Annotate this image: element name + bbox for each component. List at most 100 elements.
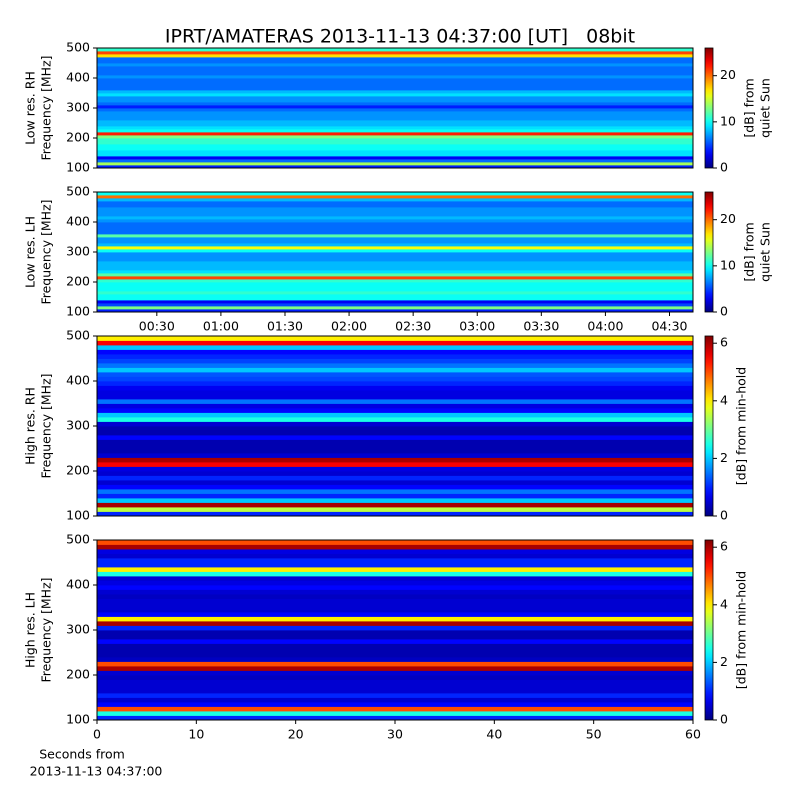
heatmap-row — [97, 285, 693, 289]
heatmap-row — [97, 390, 693, 395]
heatmap-row — [97, 237, 693, 241]
heatmap-row — [97, 435, 693, 440]
colorbar — [704, 191, 714, 313]
heatmap-row — [97, 240, 693, 244]
heatmap-row — [97, 430, 693, 436]
heatmap-row — [97, 558, 693, 563]
heatmap-row — [97, 697, 693, 703]
heatmap-row — [97, 349, 693, 355]
x-tick-label: 01:30 — [267, 319, 303, 334]
heatmap-row — [97, 78, 693, 82]
colorbar-label: [dB] from — [742, 78, 757, 137]
heatmap-row — [97, 276, 693, 280]
colorbar-tick-label: 0 — [720, 160, 728, 175]
heatmap-row — [97, 228, 693, 232]
heatmap-row — [97, 448, 693, 454]
y-axis-label: Low res. LH — [23, 216, 38, 288]
y-tick-label: 500 — [66, 40, 90, 55]
heatmap-row — [97, 684, 693, 689]
heatmap-row — [97, 270, 693, 274]
heatmap-row — [97, 675, 693, 680]
y-tick-label: 300 — [66, 244, 90, 259]
x-axis-label: 2013-11-13 04:37:00 — [30, 764, 163, 779]
heatmap-row — [97, 156, 693, 160]
heatmap-row — [97, 99, 693, 103]
heatmap-row — [97, 625, 693, 631]
colorbar — [704, 47, 714, 169]
heatmap-row — [97, 381, 693, 386]
heatmap-row — [97, 457, 693, 463]
heatmap-row — [97, 114, 693, 118]
heatmap-row — [97, 540, 693, 545]
heatmap-row — [97, 612, 693, 617]
y-tick-label: 100 — [66, 508, 90, 523]
heatmap-row — [97, 585, 693, 590]
heatmap-row — [97, 354, 693, 359]
heatmap-row — [97, 219, 693, 223]
colorbar-tick-label: 10 — [720, 113, 736, 128]
heatmap-row — [97, 498, 693, 503]
colorbar-tick-label: 20 — [720, 211, 736, 226]
heatmap-row — [97, 144, 693, 148]
heatmap-row — [97, 126, 693, 130]
heatmap-row — [97, 57, 693, 61]
heatmap-row — [97, 367, 693, 373]
heatmap-row — [97, 147, 693, 151]
heatmap-row — [97, 412, 693, 418]
x-tick-label: 00:30 — [139, 319, 175, 334]
heatmap-row — [97, 249, 693, 253]
heatmap-row — [97, 706, 693, 712]
heatmap-row — [97, 376, 693, 382]
y-axis-label: High res. RH — [23, 387, 38, 465]
colorbar-tick-label: 6 — [720, 539, 728, 554]
heatmap-row — [97, 258, 693, 262]
y-tick-label: 200 — [66, 274, 90, 289]
heatmap-row — [97, 231, 693, 235]
heatmap-row — [97, 123, 693, 127]
heatmap-row — [97, 426, 693, 431]
heatmap-row — [97, 462, 693, 467]
colorbar-tick-label: 10 — [720, 257, 736, 272]
heatmap-row — [97, 141, 693, 145]
heatmap-row — [97, 243, 693, 247]
heatmap-row — [97, 96, 693, 100]
heatmap-row — [97, 571, 693, 577]
heatmap-row — [97, 480, 693, 485]
heatmap-row — [97, 607, 693, 613]
y-tick-label: 400 — [66, 214, 90, 229]
heatmap-row — [97, 693, 693, 698]
heatmap-row — [97, 576, 693, 581]
heatmap-row — [97, 471, 693, 476]
x-tick-label: 03:00 — [459, 319, 495, 334]
heatmap-row — [97, 201, 693, 205]
colorbar-tick-label: 6 — [720, 335, 728, 350]
heatmap-row — [97, 439, 693, 445]
colorbar-label: [dB] from min-hold — [734, 571, 749, 689]
heatmap-row — [97, 679, 693, 685]
heatmap-row — [97, 84, 693, 88]
heatmap-row — [97, 291, 693, 295]
heatmap-row — [97, 711, 693, 716]
y-axis-label: Frequency [MHz] — [39, 199, 54, 304]
heatmap-row — [97, 502, 693, 508]
colorbar-tick-label: 20 — [720, 67, 736, 82]
heatmap-row — [97, 48, 693, 52]
heatmap-row — [97, 594, 693, 599]
heatmap-row — [97, 108, 693, 112]
colorbar-label: [dB] from min-hold — [734, 367, 749, 485]
x-tick-label: 01:00 — [203, 319, 239, 334]
heatmap-row — [97, 132, 693, 136]
heatmap-row — [97, 282, 693, 286]
heatmap-row — [97, 222, 693, 226]
heatmap-row — [97, 340, 693, 346]
heatmap-row — [97, 306, 693, 310]
y-tick-label: 500 — [66, 532, 90, 547]
colorbar-tick-label: 4 — [720, 392, 728, 407]
y-tick-label: 100 — [66, 712, 90, 727]
heatmap-row — [97, 652, 693, 658]
y-tick-label: 500 — [66, 184, 90, 199]
heatmap-row — [97, 279, 693, 283]
heatmap-row — [97, 507, 693, 512]
colorbar — [704, 335, 714, 517]
y-axis-label: Frequency [MHz] — [39, 55, 54, 160]
